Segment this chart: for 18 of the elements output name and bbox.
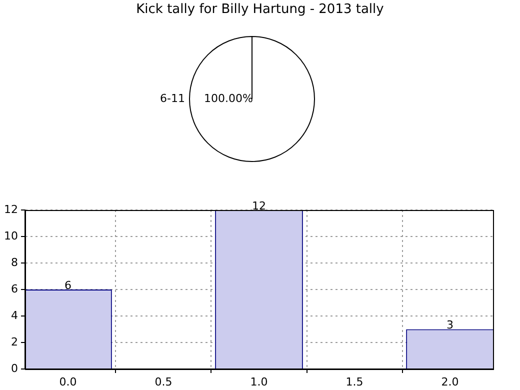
y-tick-label: 4 [11,308,18,322]
data-label: 12 [252,199,266,212]
x-tick-label: 1.5 [346,375,364,388]
x-tick-label: 0.5 [154,375,172,388]
data-label: 100.00% [204,92,253,105]
chart-title: Kick tally for Billy Hartung - 2013 tally [135,2,385,17]
x-tick-label: 2.0 [441,375,459,388]
y-tick-label: 10 [4,229,18,242]
y-tick-label: 6 [11,282,18,296]
y-tick-label: 0 [11,362,18,375]
data-label: 3 [446,318,454,332]
x-tick-label: 0.0 [59,375,77,388]
y-tick-label: 8 [11,256,18,269]
x-tick-label: 1.0 [250,375,268,388]
data-label: 6 [64,278,72,292]
slice-label: 6-11 [160,92,185,105]
y-tick-label: 2 [11,335,18,348]
y-tick-label: 12 [4,202,18,216]
